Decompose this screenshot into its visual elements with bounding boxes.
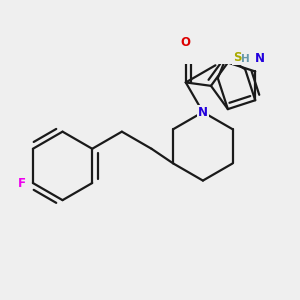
Text: S: S bbox=[233, 51, 242, 64]
Text: H: H bbox=[241, 54, 250, 64]
Text: N: N bbox=[198, 106, 208, 118]
Text: N: N bbox=[255, 52, 265, 64]
Text: F: F bbox=[18, 176, 26, 190]
Text: O: O bbox=[181, 36, 191, 49]
Text: N: N bbox=[198, 106, 208, 118]
